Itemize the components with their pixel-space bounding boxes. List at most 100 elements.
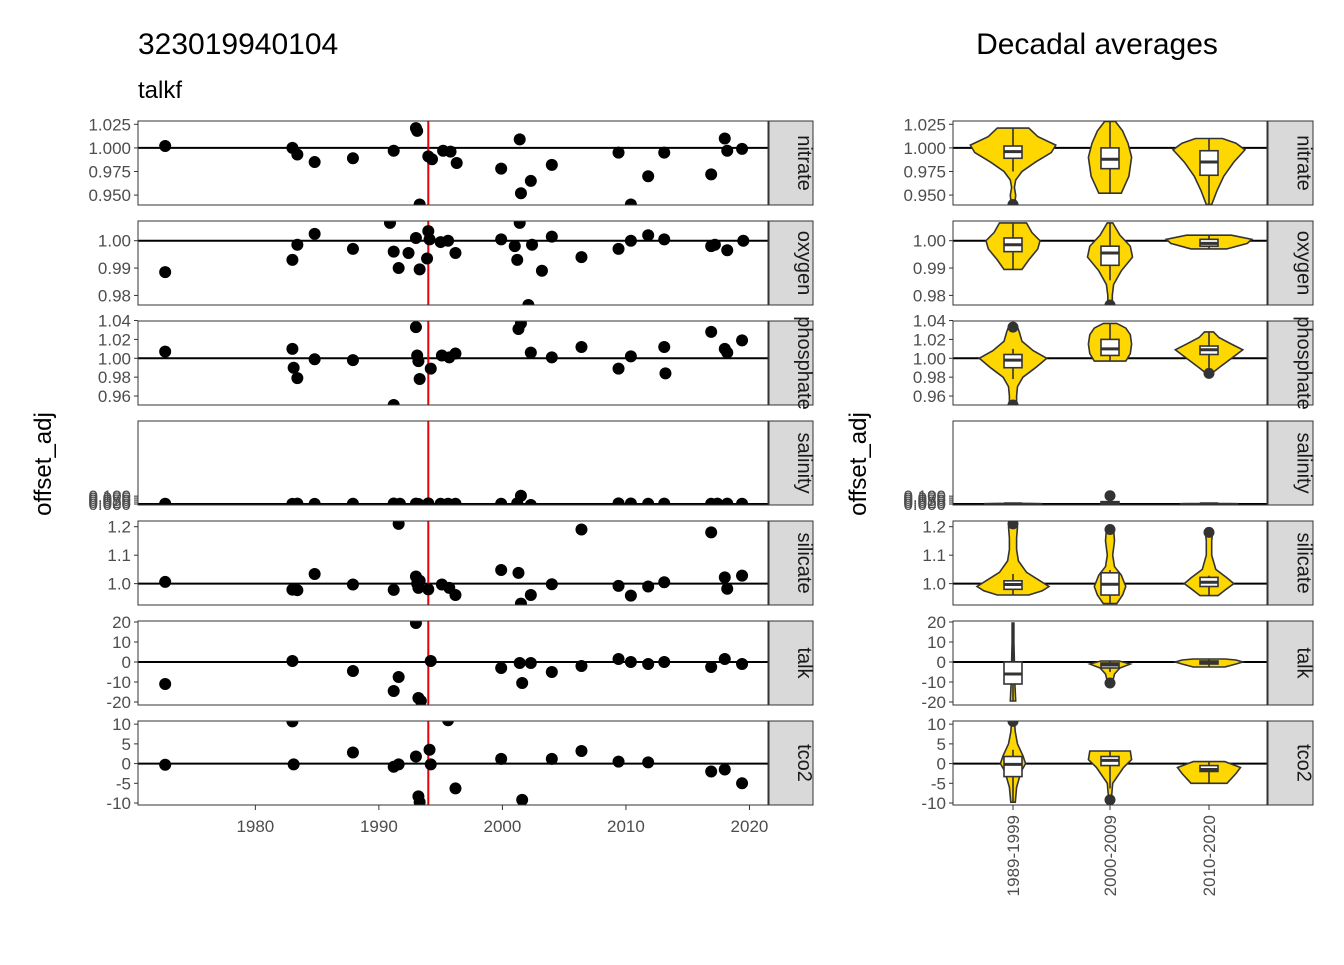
data-point [658, 498, 670, 510]
scatter-ytick-label: 0.99 [98, 259, 131, 278]
data-point [546, 231, 558, 243]
left-title: 323019940104 [138, 28, 338, 61]
data-point [424, 744, 436, 756]
data-point [393, 262, 405, 274]
data-point [288, 362, 300, 374]
scatter-ytick-label: 0.975 [88, 162, 131, 181]
violin-ytick-label: -5 [931, 774, 946, 793]
scatter-ytick-label: 0 [122, 755, 131, 774]
data-point [347, 354, 359, 366]
data-point [424, 233, 436, 245]
data-point [347, 152, 359, 164]
data-point [721, 583, 733, 595]
data-point [546, 666, 558, 678]
data-point [642, 756, 654, 768]
data-point [449, 589, 461, 601]
data-point [347, 498, 359, 510]
scatter-panel-bg [138, 321, 768, 405]
data-point [525, 589, 537, 601]
data-point [613, 363, 625, 375]
data-point [393, 758, 405, 770]
data-point [721, 145, 733, 157]
scatter-ytick-label: 5 [122, 735, 131, 754]
data-point [411, 125, 423, 137]
violin-ytick-label: 10 [927, 633, 946, 652]
data-point [495, 662, 507, 674]
violin-strip-label: tco2 [1293, 744, 1315, 782]
data-point [393, 671, 405, 683]
data-point [291, 149, 303, 161]
data-point [393, 518, 405, 530]
data-point [642, 498, 654, 510]
scatter-panel-bg [138, 421, 768, 505]
data-point [705, 326, 717, 338]
data-point [442, 235, 454, 247]
data-point [658, 656, 670, 668]
data-point [575, 341, 587, 353]
x-tick-label: 1990 [360, 817, 398, 836]
data-point [658, 233, 670, 245]
scatter-ytick-label: -10 [106, 794, 131, 813]
data-point [709, 239, 721, 251]
data-point [721, 347, 733, 359]
data-point [414, 796, 426, 808]
data-point [575, 251, 587, 263]
x-tick-label: 1980 [236, 817, 274, 836]
violin-ytick-label: 1.04 [913, 312, 946, 331]
violin-ytick-label: 1.2 [922, 518, 946, 537]
data-point [736, 143, 748, 155]
x-tick-label: 2020 [731, 817, 769, 836]
data-point [309, 156, 321, 168]
data-point [516, 677, 528, 689]
data-point [291, 498, 303, 510]
outlier-point [1008, 322, 1019, 333]
box-2000-2009 [1101, 246, 1119, 265]
outlier-point [1105, 490, 1116, 501]
data-point [309, 498, 321, 510]
data-point [414, 373, 426, 385]
scatter-ytick-label: 1.04 [98, 312, 131, 331]
scatter-ytick-label: 10 [112, 633, 131, 652]
outlier-point [1105, 678, 1116, 689]
data-point [159, 140, 171, 152]
violin-strip-label: salinity [1293, 432, 1315, 493]
scatter-ytick-label: 1.1 [107, 546, 131, 565]
data-point [625, 498, 637, 510]
data-point [613, 580, 625, 592]
scatter-ytick-label: -5 [116, 774, 131, 793]
data-point [525, 175, 537, 187]
data-point [347, 665, 359, 677]
data-point [613, 243, 625, 255]
data-point [286, 343, 298, 355]
data-point [412, 355, 424, 367]
data-point [425, 655, 437, 667]
data-point [642, 658, 654, 670]
violin-ytick-label: -20 [921, 693, 946, 712]
data-point [449, 498, 461, 510]
data-point [514, 657, 526, 669]
category-label: 2000-2009 [1101, 815, 1120, 896]
data-point [309, 568, 321, 580]
data-point [347, 747, 359, 759]
violin-ytick-label: 0.950 [903, 186, 946, 205]
violin-ytick-label: 10 [927, 715, 946, 734]
data-point [425, 758, 437, 770]
right-ylabel: offset_adj [845, 412, 872, 516]
violin-ytick-label: 0.975 [903, 162, 946, 181]
outlier-point [1204, 368, 1215, 379]
data-point [575, 745, 587, 757]
data-point [625, 590, 637, 602]
data-point [514, 217, 526, 229]
scatter-ytick-label: 1.00 [98, 349, 131, 368]
data-point [159, 346, 171, 358]
data-point [705, 168, 717, 180]
outlier-point [1008, 518, 1019, 529]
scatter-strip-label: tco2 [793, 744, 815, 782]
